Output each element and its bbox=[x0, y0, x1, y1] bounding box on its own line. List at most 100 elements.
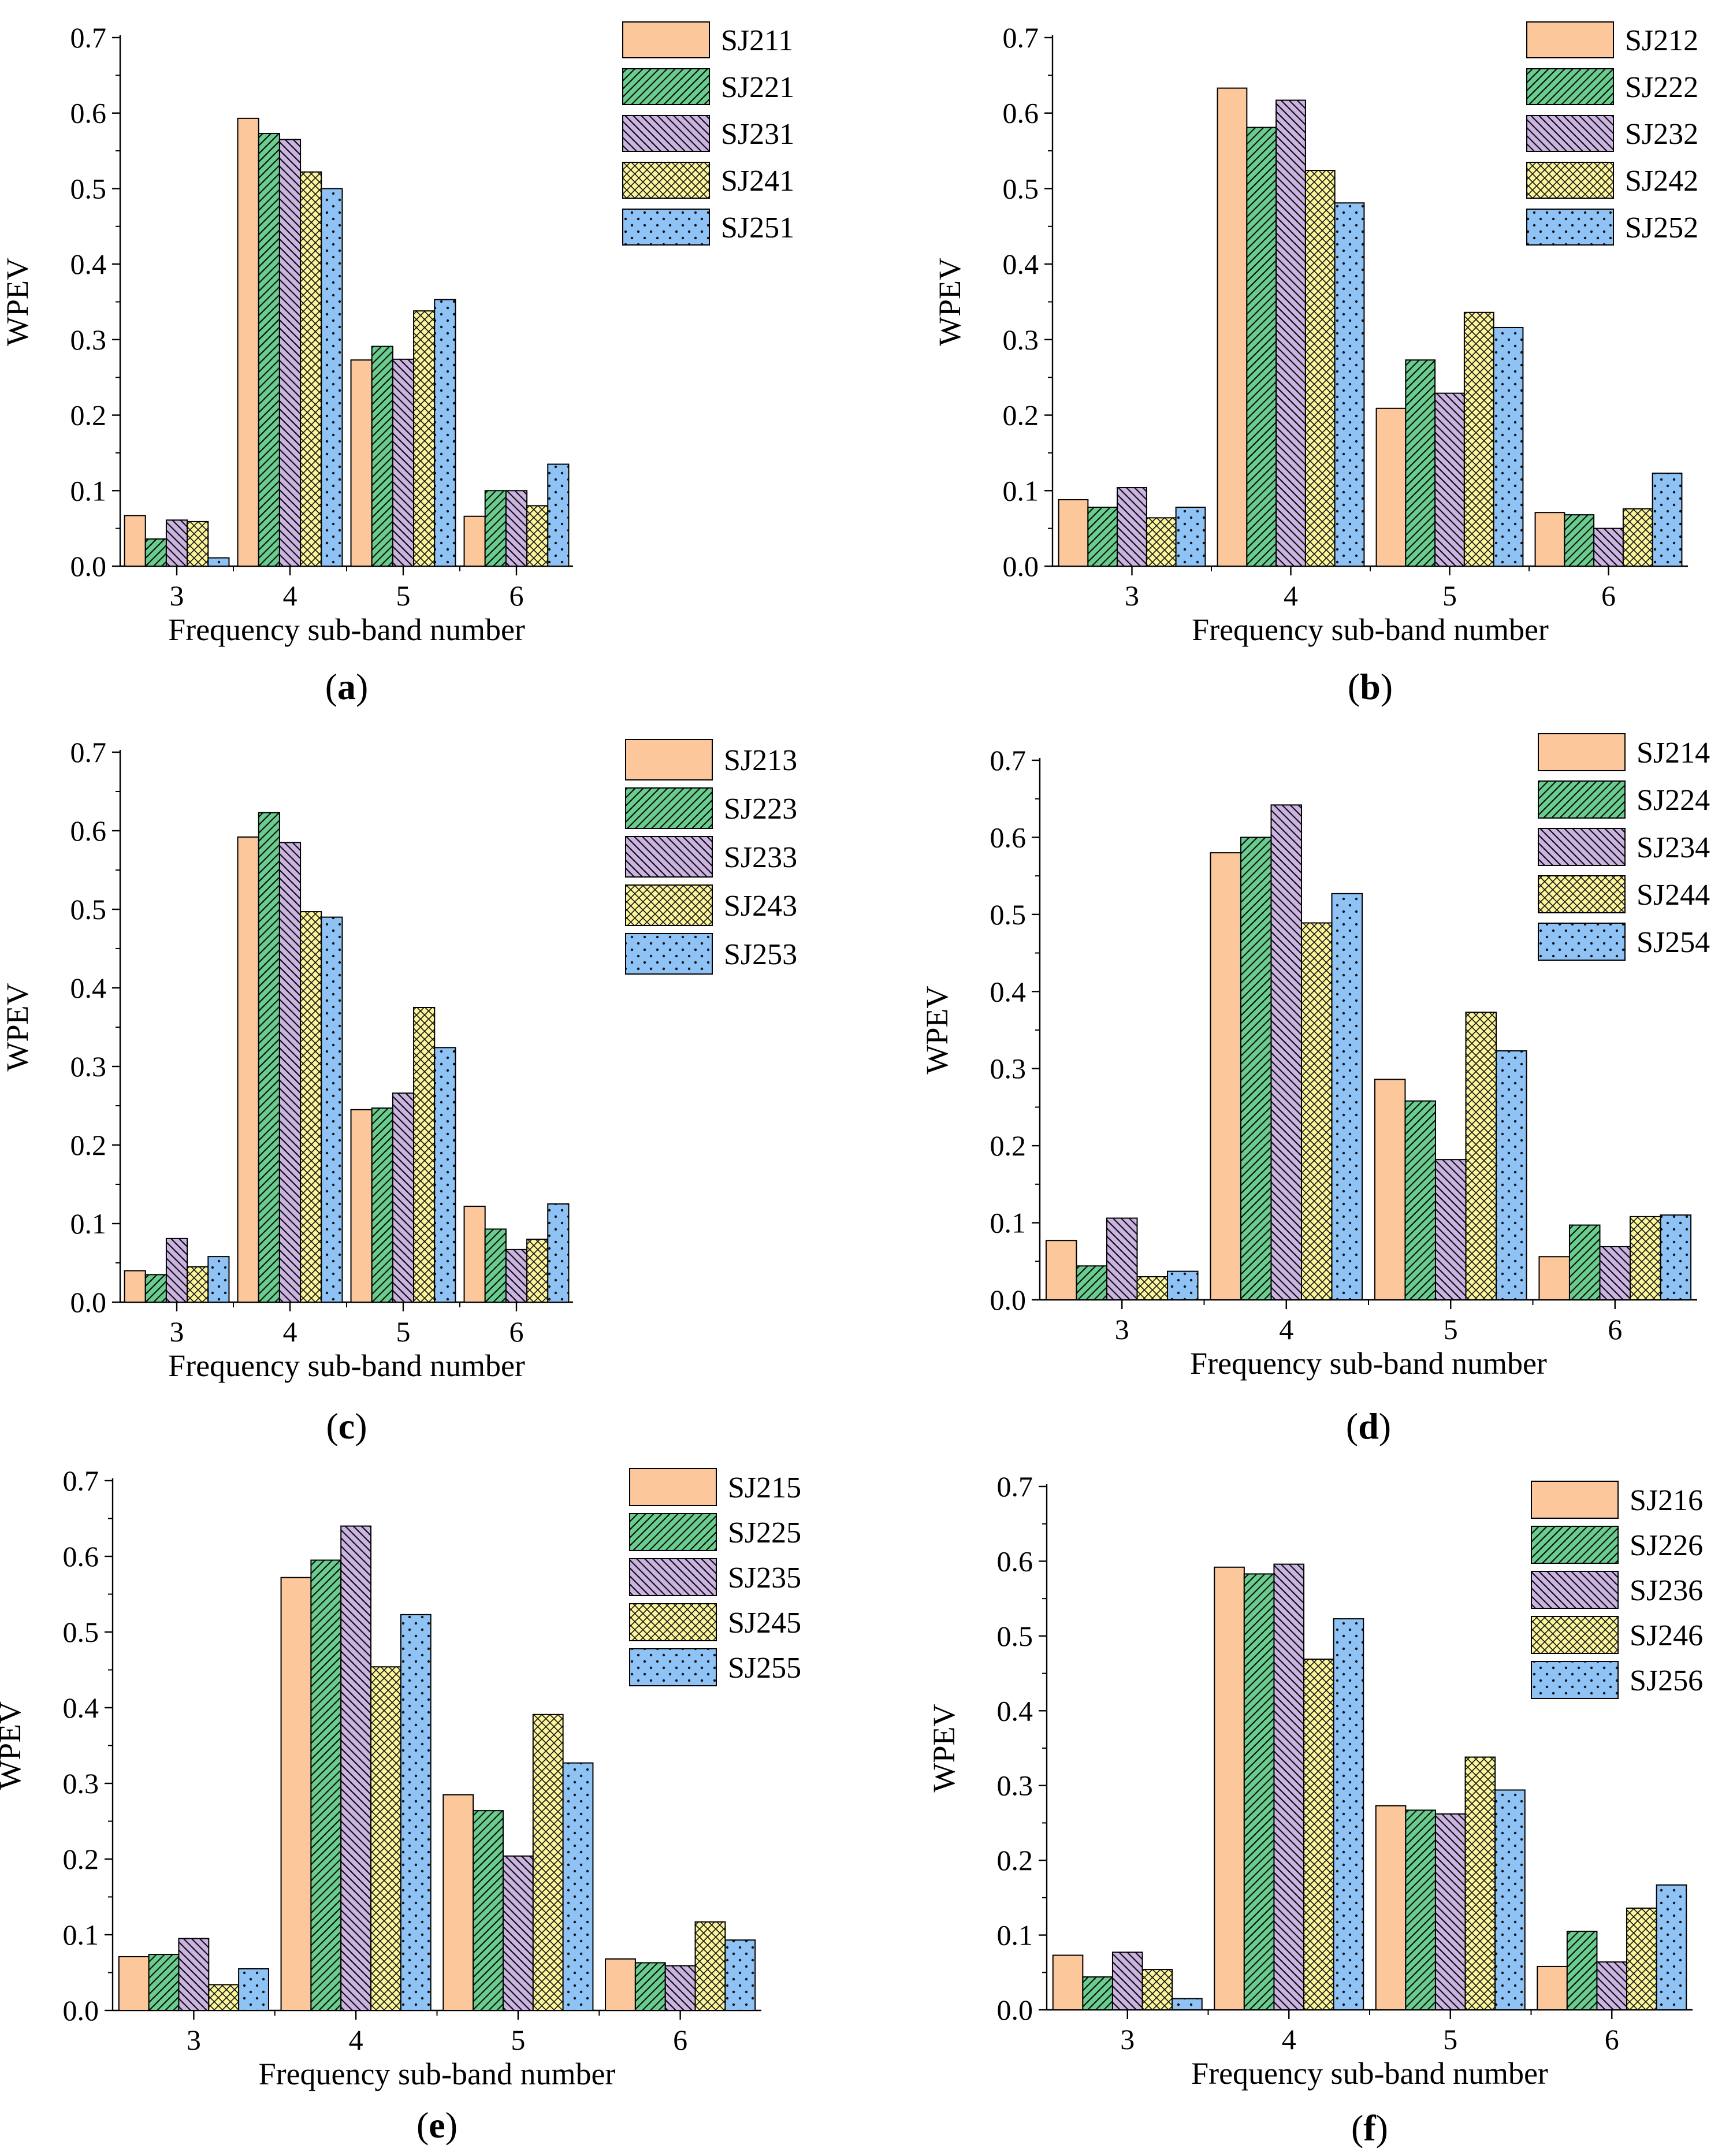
legend: SJ212 SJ222 SJ232 SJ242 SJ252 bbox=[1526, 21, 1698, 246]
bar-SJ245-5 bbox=[532, 1713, 564, 2012]
bar-SJ226-4 bbox=[1243, 1573, 1275, 2010]
panel-label-open-paren: ( bbox=[416, 2105, 429, 2146]
bar-SJ253-4 bbox=[321, 916, 343, 1303]
y-axis-label: WPEV bbox=[932, 258, 967, 346]
legend-label: SJ235 bbox=[728, 1562, 801, 1594]
panel-label-close-paren: ) bbox=[1379, 1406, 1391, 1447]
legend-swatch-SJ233 bbox=[625, 836, 713, 878]
y-tick-label: 0.0 bbox=[990, 1284, 1027, 1316]
bar-SJ254-5 bbox=[1496, 1050, 1527, 1301]
legend-swatch-SJ224 bbox=[1538, 780, 1626, 819]
bar-SJ221-3 bbox=[144, 538, 167, 567]
x-tick-label: 4 bbox=[349, 2024, 363, 2056]
x-tick-label: 4 bbox=[283, 579, 297, 612]
x-axis-label: Frequency sub-band number bbox=[1191, 2056, 1548, 2091]
legend: SJ214 SJ224 SJ234 SJ244 SJ254 bbox=[1538, 733, 1710, 961]
panel-label-letter: e bbox=[429, 2105, 445, 2146]
y-tick-label: 0.0 bbox=[70, 1286, 107, 1318]
legend-label: SJ226 bbox=[1630, 1529, 1703, 1562]
legend-swatch-SJ221 bbox=[622, 68, 710, 105]
y-tick-label: 0.3 bbox=[1003, 324, 1039, 356]
bar-SJ251-6 bbox=[547, 463, 570, 567]
legend-swatch-SJ235 bbox=[629, 1558, 717, 1596]
x-axis-label: Frequency sub-band number bbox=[1192, 612, 1549, 647]
y-tick-label: 0.1 bbox=[70, 474, 107, 507]
x-tick-label: 6 bbox=[1601, 579, 1616, 612]
legend-label: SJ234 bbox=[1637, 831, 1710, 864]
bar-SJ214-6 bbox=[1538, 1256, 1570, 1301]
x-tick-label: 5 bbox=[396, 1315, 411, 1348]
panel-label-open-paren: ( bbox=[325, 666, 337, 707]
legend-swatch-SJ225 bbox=[629, 1513, 717, 1551]
x-tick-label: 4 bbox=[283, 1315, 297, 1348]
bar-SJ231-4 bbox=[278, 139, 302, 567]
bar-SJ244-3 bbox=[1136, 1276, 1169, 1301]
y-tick-label: 0.0 bbox=[70, 550, 107, 582]
legend-label: SJ242 bbox=[1625, 165, 1698, 198]
legend-swatch-SJ212 bbox=[1526, 21, 1614, 58]
y-tick-label: 0.2 bbox=[1003, 399, 1039, 432]
bar-SJ236-5 bbox=[1434, 1813, 1466, 2011]
bar-SJ224-5 bbox=[1404, 1100, 1436, 1300]
legend-label: SJ214 bbox=[1637, 737, 1710, 770]
bar-SJ221-4 bbox=[258, 133, 280, 567]
legend-swatch-SJ234 bbox=[1538, 828, 1626, 866]
x-tick-label: 4 bbox=[1284, 579, 1298, 612]
panel-label-letter: f bbox=[1363, 2107, 1376, 2148]
panel-label-open-paren: ( bbox=[1346, 1406, 1358, 1447]
bar-SJ246-6 bbox=[1626, 1907, 1657, 2010]
legend-swatch-SJ226 bbox=[1531, 1526, 1619, 1564]
bar-SJ216-4 bbox=[1214, 1566, 1245, 2011]
legend-label: SJ232 bbox=[1625, 118, 1698, 151]
legend: SJ216 SJ226 SJ236 SJ246 SJ256 bbox=[1531, 1481, 1703, 1699]
x-tick-label: 5 bbox=[396, 579, 411, 612]
y-axis-label: WPEV bbox=[920, 986, 954, 1075]
y-tick-label: 0.4 bbox=[70, 972, 107, 1004]
bar-SJ243-4 bbox=[300, 911, 322, 1303]
bar-SJ211-3 bbox=[124, 515, 146, 567]
y-tick-label: 0.3 bbox=[70, 324, 107, 356]
bar-SJ256-6 bbox=[1656, 1884, 1687, 2010]
y-tick-label: 0.3 bbox=[63, 1767, 99, 1800]
chart-panel-f: 0.0 0.1 0.2 0.3 0.4 0.5 0.6 0.7 3 4 5 6 Frequency su… bbox=[927, 1470, 1703, 2148]
bar-SJ214-4 bbox=[1210, 852, 1241, 1300]
panel-label-open-paren: ( bbox=[1348, 666, 1360, 707]
bar-SJ226-5 bbox=[1405, 1809, 1436, 2011]
bar-SJ223-4 bbox=[258, 812, 280, 1303]
bar-SJ251-5 bbox=[434, 299, 456, 567]
y-tick-label: 0.6 bbox=[70, 815, 107, 847]
y-tick-label: 0.6 bbox=[70, 97, 107, 129]
legend-swatch-SJ211 bbox=[622, 21, 710, 58]
bar-SJ222-3 bbox=[1087, 507, 1118, 567]
bar-SJ231-6 bbox=[505, 490, 528, 567]
legend-swatch-SJ242 bbox=[1526, 162, 1614, 199]
bar-SJ252-3 bbox=[1175, 507, 1206, 567]
legend-swatch-SJ232 bbox=[1526, 115, 1614, 152]
panel-label-letter: d bbox=[1358, 1406, 1379, 1447]
bar-SJ255-6 bbox=[724, 1939, 756, 2011]
x-tick-label: 3 bbox=[170, 579, 184, 612]
y-tick-label: 0.3 bbox=[997, 1770, 1033, 1802]
bar-SJ225-6 bbox=[634, 1962, 666, 2011]
y-tick-label: 0.3 bbox=[70, 1050, 107, 1083]
bar-SJ232-6 bbox=[1593, 527, 1624, 567]
bar-SJ225-5 bbox=[473, 1810, 504, 2011]
bar-SJ233-5 bbox=[392, 1092, 415, 1303]
legend-label: SJ211 bbox=[721, 24, 793, 57]
x-axis-label: Frequency sub-band number bbox=[1190, 1346, 1547, 1381]
bar-SJ215-3 bbox=[118, 1956, 150, 2011]
legend-swatch-SJ214 bbox=[1538, 733, 1626, 771]
bar-SJ213-6 bbox=[463, 1206, 486, 1303]
y-tick-label: 0.7 bbox=[70, 21, 107, 54]
y-tick-label: 0.6 bbox=[1003, 97, 1039, 129]
bar-SJ236-6 bbox=[1596, 1961, 1628, 2011]
x-tick-label: 3 bbox=[1120, 2023, 1135, 2055]
bar-SJ221-5 bbox=[371, 345, 393, 567]
y-tick-label: 0.4 bbox=[70, 248, 107, 280]
legend-label: SJ245 bbox=[728, 1607, 801, 1640]
bar-SJ235-5 bbox=[502, 1855, 534, 2011]
bar-SJ255-4 bbox=[400, 1614, 432, 2012]
legend-label: SJ233 bbox=[724, 841, 797, 874]
